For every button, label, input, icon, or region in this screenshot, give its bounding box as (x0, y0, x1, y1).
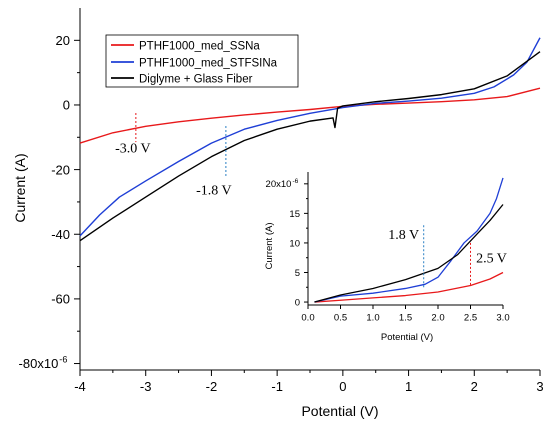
main-y-exponent: -6 (59, 354, 67, 364)
main-x-axis-label: Potential (V) (301, 403, 378, 419)
inset-y-axis-label: Current (A) (264, 223, 275, 270)
main-series-group (79, 37, 541, 242)
inset-x-axis-label: Potential (V) (381, 332, 433, 343)
main-x-tick-label: 2 (471, 379, 478, 394)
inset-x-tick-label: 1.0 (366, 313, 379, 324)
inset-background (307, 170, 509, 304)
inset-y-tick-label: 0 (295, 297, 300, 308)
main-y-tick-label: -80x10 (19, 356, 59, 371)
inset-x-tick-label: 0.5 (334, 313, 347, 324)
main-x-ticks: -4 -3 -2 -1 0 1 2 3 (74, 370, 544, 394)
inset-series-line-1 (314, 177, 504, 303)
inset-series-group (314, 177, 504, 303)
inset-y-ticks: 20x10 -6 15 10 5 0 (266, 178, 308, 308)
legend-box (105, 34, 299, 88)
inset-x-ticks: 0.0 0.5 1.0 1.5 2.0 2.5 3.0 (301, 305, 510, 324)
inset-annotation-label-1-8v: 1.8 V (388, 228, 419, 243)
main-y-tick-label: -40 (51, 227, 70, 242)
annotation-label-minus-3v: -3.0 V (115, 142, 151, 157)
inset-x-tick-label: 3.0 (496, 313, 509, 324)
main-y-axis-label: Current (A) (12, 153, 28, 222)
main-y-tick-label: 20 (56, 33, 70, 48)
main-x-tick-label: 0 (339, 379, 346, 394)
main-series-line-1 (79, 37, 541, 237)
inset-annotation-label-2-5v: 2.5 V (476, 252, 507, 267)
inset-y-tick-label: 15 (289, 209, 300, 220)
legend-label-ssna: PTHF1000_med_SSNa (139, 41, 260, 53)
legend: PTHF1000_med_SSNa PTHF1000_med_STFSINa D… (105, 34, 299, 88)
inset-y-tick-label: 10 (289, 238, 300, 249)
inset-x-tick-label: 2.0 (431, 313, 444, 324)
main-x-tick-label: -3 (140, 379, 152, 394)
main-y-ticks: 20 0 -20 -40 -60 -80x10 -6 (19, 33, 80, 371)
inset-y-tick-label: 20x10 (266, 179, 292, 190)
inset-x-tick-label: 1.5 (399, 313, 412, 324)
main-y-tick-label: -60 (51, 292, 70, 307)
main-annotations: -3.0 V -1.8 V (115, 113, 232, 199)
inset-series-line-0 (314, 271, 504, 303)
inset-plot: 0.0 0.5 1.0 1.5 2.0 2.5 3.0 20x10 -6 15 10 5 0 1.8 … (264, 170, 510, 343)
main-x-tick-label: -2 (206, 379, 218, 394)
main-y-tick-label: 0 (63, 98, 70, 113)
main-plot: -4 -3 -2 -1 0 1 2 3 200-20-40-60-80x10 -6 -3.0 V… (12, 8, 544, 419)
main-series-line-0 (79, 87, 541, 144)
inset-y-tick-label: 5 (295, 268, 300, 279)
inset-series-line-2 (314, 204, 504, 303)
inset-x-tick-label: 2.5 (464, 313, 477, 324)
annotation-label-minus-1-8v: -1.8 V (196, 184, 232, 199)
main-x-tick-label: 3 (536, 379, 543, 394)
inset-x-tick-label: 0.0 (301, 313, 314, 324)
main-series-line-2 (79, 51, 541, 242)
main-x-tick-label: 1 (405, 379, 412, 394)
main-y-tick-label: -20 (51, 162, 70, 177)
main-x-tick-label: -1 (271, 379, 283, 394)
legend-label-diglyme: Diglyme + Glass Fiber (139, 74, 253, 86)
inset-annotations: 1.8 V 2.5 V (388, 225, 507, 289)
inset-y-exponent: -6 (292, 178, 298, 185)
legend-label-stfsina: PTHF1000_med_STFSINa (139, 58, 278, 70)
main-x-tick-label: -4 (74, 379, 86, 394)
